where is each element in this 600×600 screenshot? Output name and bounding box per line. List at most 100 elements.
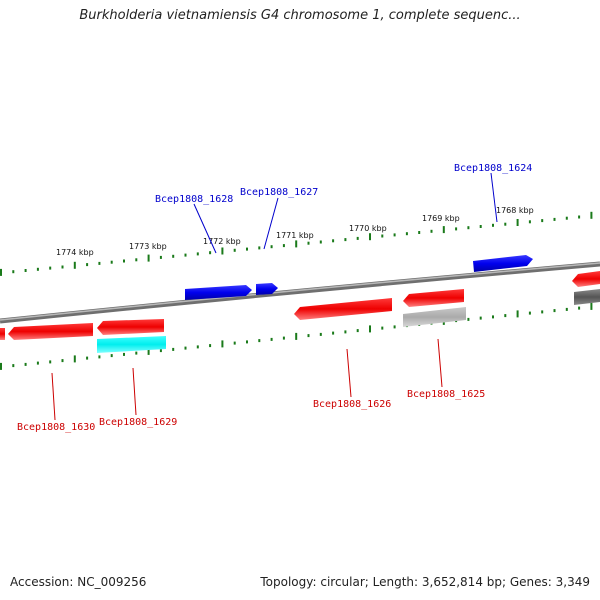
gene-label-bcep1808-1625[interactable]: Bcep1808_1625: [407, 389, 485, 400]
gene-label-bcep1808-1629[interactable]: Bcep1808_1629: [99, 417, 177, 428]
dark-grey-feature[interactable]: [574, 289, 600, 305]
gene-label-bcep1808-1624[interactable]: Bcep1808_1624: [454, 163, 532, 174]
minor-tick: [492, 315, 494, 319]
minor-tick: [307, 241, 310, 245]
minor-tick: [86, 263, 89, 267]
minor-tick: [553, 309, 556, 313]
gene-bcep1808-1629[interactable]: [97, 319, 164, 335]
kbp-tick-label: 1772 kbp: [203, 237, 241, 246]
chromosome-backbone: [0, 261, 600, 324]
major-tick: [147, 254, 150, 262]
major-tick: [295, 240, 298, 248]
cyan-feature[interactable]: [97, 336, 166, 353]
minor-tick: [504, 222, 507, 226]
minor-tick: [49, 266, 52, 270]
minor-tick: [172, 254, 175, 258]
minor-tick: [184, 346, 187, 350]
minor-tick: [455, 227, 458, 231]
major-tick: [516, 219, 519, 226]
minor-tick: [36, 361, 39, 365]
minor-tick: [356, 236, 359, 240]
minor-tick: [233, 248, 236, 252]
minor-tick: [49, 360, 52, 364]
gene-bcep1808-1628[interactable]: [185, 285, 252, 300]
minor-tick: [86, 356, 89, 360]
minor-tick: [578, 215, 581, 219]
minor-tick: [344, 330, 347, 334]
gene-partial-right[interactable]: [572, 271, 600, 287]
minor-tick: [479, 225, 482, 228]
minor-tick: [578, 306, 581, 310]
minor-tick: [24, 269, 27, 272]
minor-tick: [467, 226, 470, 230]
major-tick: [590, 302, 593, 310]
major-tick: [369, 325, 371, 333]
minor-tick: [61, 359, 64, 363]
leader-line-1626: [346, 348, 352, 398]
minor-tick: [135, 351, 138, 355]
minor-tick: [282, 244, 285, 248]
minor-tick: [246, 247, 248, 251]
minor-tick: [319, 332, 322, 336]
minor-tick: [123, 352, 125, 356]
minor-tick: [196, 345, 199, 349]
minor-tick: [282, 336, 285, 340]
minor-tick: [479, 316, 482, 320]
minor-tick: [123, 259, 125, 263]
forward-genes: [185, 255, 533, 300]
gene-label-bcep1808-1627[interactable]: Bcep1808_1627: [240, 187, 318, 198]
major-tick: [73, 261, 76, 269]
minor-tick: [184, 253, 187, 257]
major-tick: [147, 347, 150, 355]
kbp-scale-labels: 1774 kbp 1773 kbp 1772 kbp 1771 kbp 1770…: [56, 206, 534, 257]
major-tick: [221, 340, 224, 348]
genome-summary-text: Topology: circular; Length: 3,652,814 bp…: [260, 575, 590, 589]
major-tick: [0, 362, 2, 370]
minor-tick: [233, 341, 236, 345]
minor-tick: [159, 255, 162, 259]
gene-bcep1808-1625[interactable]: [403, 289, 464, 307]
map-title: Burkholderia vietnamiensis G4 chromosome…: [79, 8, 521, 23]
minor-tick: [196, 252, 199, 256]
leader-line-1627: [263, 197, 279, 250]
minor-tick: [430, 229, 433, 233]
reverse-genes: [0, 271, 600, 340]
kbp-tick-label: 1768 kbp: [496, 206, 534, 215]
kbp-tick-label: 1771 kbp: [276, 231, 314, 240]
minor-tick: [258, 339, 261, 343]
minor-tick: [98, 355, 101, 359]
other-features: [97, 289, 600, 353]
minor-tick: [12, 364, 15, 368]
minor-tick: [393, 233, 396, 237]
gene-bcep1808-1626[interactable]: [294, 298, 392, 320]
gene-label-bcep1808-1630[interactable]: Bcep1808_1630: [17, 422, 95, 433]
major-tick: [590, 211, 593, 219]
minor-tick: [405, 232, 408, 236]
lower-tick-track: [0, 302, 593, 370]
minor-tick: [381, 234, 384, 238]
minor-tick: [12, 270, 15, 274]
gene-label-bcep1808-1628[interactable]: Bcep1808_1628: [155, 194, 233, 205]
major-tick: [516, 310, 519, 318]
minor-tick: [528, 311, 531, 315]
accession-text: Accession: NC_009256: [10, 575, 147, 589]
minor-tick: [381, 326, 384, 330]
gene-labels: Bcep1808_1628 Bcep1808_1627 Bcep1808_162…: [17, 163, 532, 433]
major-tick: [0, 268, 2, 276]
leader-line-1625: [437, 338, 443, 388]
minor-tick: [135, 258, 138, 262]
grey-feature[interactable]: [403, 307, 466, 327]
kbp-tick-label: 1770 kbp: [349, 224, 387, 233]
minor-tick: [209, 251, 212, 255]
gene-partial-left[interactable]: [0, 328, 5, 340]
minor-tick: [418, 231, 421, 234]
gene-label-bcep1808-1626[interactable]: Bcep1808_1626: [313, 399, 391, 410]
gene-bcep1808-1627[interactable]: [256, 283, 278, 295]
minor-tick: [172, 347, 175, 351]
minor-tick: [110, 260, 113, 264]
kbp-tick-label: 1774 kbp: [56, 248, 94, 257]
gene-bcep1808-1630[interactable]: [8, 323, 93, 340]
gene-bcep1808-1624[interactable]: [473, 255, 533, 272]
leader-line-1628: [193, 203, 217, 254]
